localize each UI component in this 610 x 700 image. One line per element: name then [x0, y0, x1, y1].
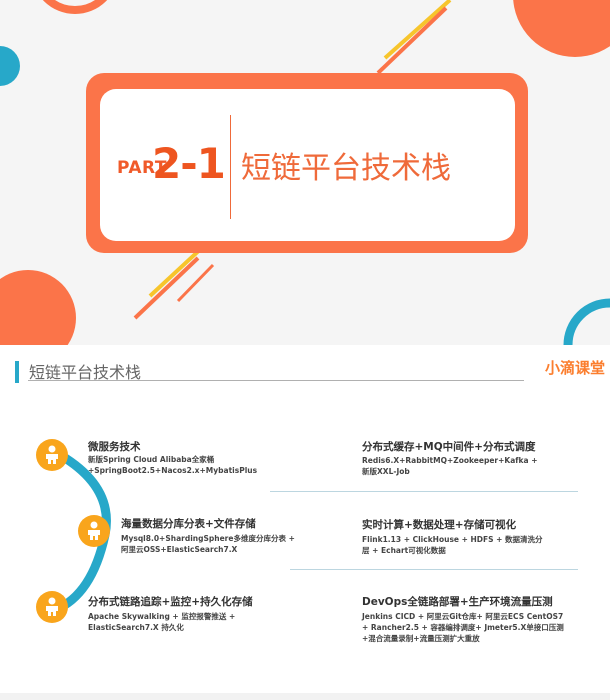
- section-body: Redis6.X+RabbitMQ+Zookeeper+Kafka + 新版XX…: [362, 456, 538, 476]
- row-divider: [270, 491, 578, 492]
- orange-blob-decor: [0, 270, 76, 345]
- tech-stack-slide: 短链平台技术栈 小滴课堂 微服务技术 新版Spring Cloud Alibab…: [0, 345, 610, 700]
- decorative-shapes: [0, 0, 610, 345]
- person-icon: [36, 591, 68, 623]
- next-slide-edge: [0, 693, 610, 700]
- header-title: 短链平台技术栈: [29, 363, 142, 382]
- part-number: 2-1: [152, 139, 226, 188]
- section-body: 新版Spring Cloud Alibaba全家桶 +SpringBoot2.5…: [88, 455, 258, 475]
- section-title: DevOps全链路部署+生产环境流量压测: [362, 596, 553, 608]
- title-card: [100, 89, 515, 241]
- section-title: 分布式缓存+MQ中间件+分布式调度: [362, 441, 536, 453]
- person-icon: [36, 439, 68, 471]
- person-icon: [78, 515, 110, 547]
- section-title: 实时计算+数据处理+存储可视化: [362, 519, 517, 531]
- section-body: Jenkins CICD + 阿里云Git仓库+ 阿里云ECS CentOS7 …: [362, 612, 564, 643]
- teal-circle-decor: [0, 46, 20, 86]
- stripe-decor: [176, 263, 215, 303]
- header-divider: [28, 380, 524, 381]
- stripe-decor: [376, 6, 448, 75]
- row-divider: [290, 569, 578, 570]
- part-label: PART: [117, 158, 167, 178]
- section-title: 海量数据分库分表+文件存储: [121, 518, 256, 530]
- brand-logo: 小滴课堂: [545, 359, 606, 377]
- slide-title: 短链平台技术栈: [241, 151, 451, 186]
- stripe-decor: [133, 256, 200, 320]
- section-body: Mysql8.0+ShardingSphere多维度分库分表 + 阿里云OSS+…: [121, 534, 295, 554]
- title-slide: PART 2-1 短链平台技术栈: [0, 0, 610, 345]
- stripe-decor: [383, 0, 452, 60]
- section-title: 分布式链路追踪+监控+持久化存储: [88, 596, 253, 608]
- section-body: Flink1.13 + ClickHouse + HDFS + 数据清洗分层 +…: [362, 535, 543, 555]
- section-title: 微服务技术: [88, 441, 141, 453]
- section-body: Apache Skywalking + 监控报警推送 + ElasticSear…: [88, 612, 236, 632]
- orange-circle-decor: [513, 0, 610, 57]
- stripe-decor: [148, 243, 207, 298]
- teal-ring-decor: [563, 298, 610, 345]
- header-accent-bar: [15, 361, 19, 383]
- title-divider: [230, 115, 231, 219]
- orange-ring-decor: [42, 0, 108, 14]
